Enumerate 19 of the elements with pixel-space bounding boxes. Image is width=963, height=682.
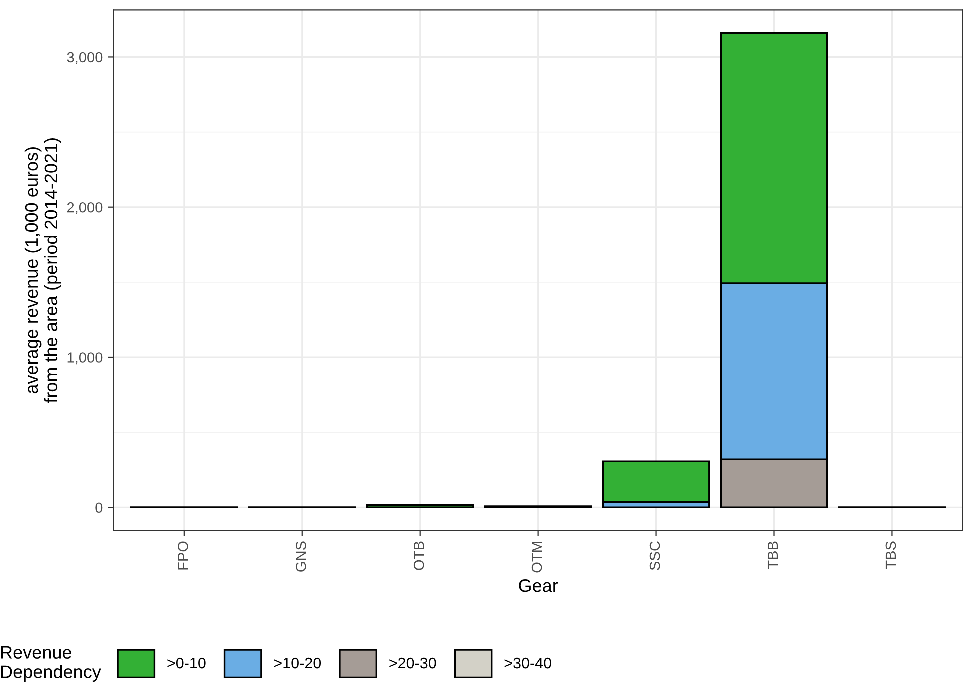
x-tick-label: GNS (296, 542, 306, 572)
y-tick-label: 3,000 (67, 52, 103, 64)
x-tick-label: OTB (414, 542, 424, 570)
legend-label: >0-10 (168, 658, 206, 669)
x-tick-label: FPO (178, 542, 188, 570)
x-axis-title: Gear (519, 579, 558, 592)
x-tick-label: TBS (886, 542, 896, 570)
y-tick-label: 1,000 (68, 352, 103, 365)
legend-label: >30-40 (504, 658, 552, 669)
x-tick-label: OTM (532, 542, 542, 573)
y-tick-label: 2,000 (67, 202, 103, 215)
legend-title: Revenue Dependency (1, 646, 102, 682)
x-tick-label: SSC (650, 542, 660, 570)
legend-label: >20-30 (390, 658, 436, 669)
bar (366, 504, 474, 508)
legend-label: >10-20 (274, 658, 322, 669)
y-axis-title: average revenue (1,000 euros) from the area (period 2014-2021) (24, 138, 62, 404)
y-tick-label: 0 (96, 502, 103, 514)
x-tick-label: TBB (768, 542, 778, 570)
